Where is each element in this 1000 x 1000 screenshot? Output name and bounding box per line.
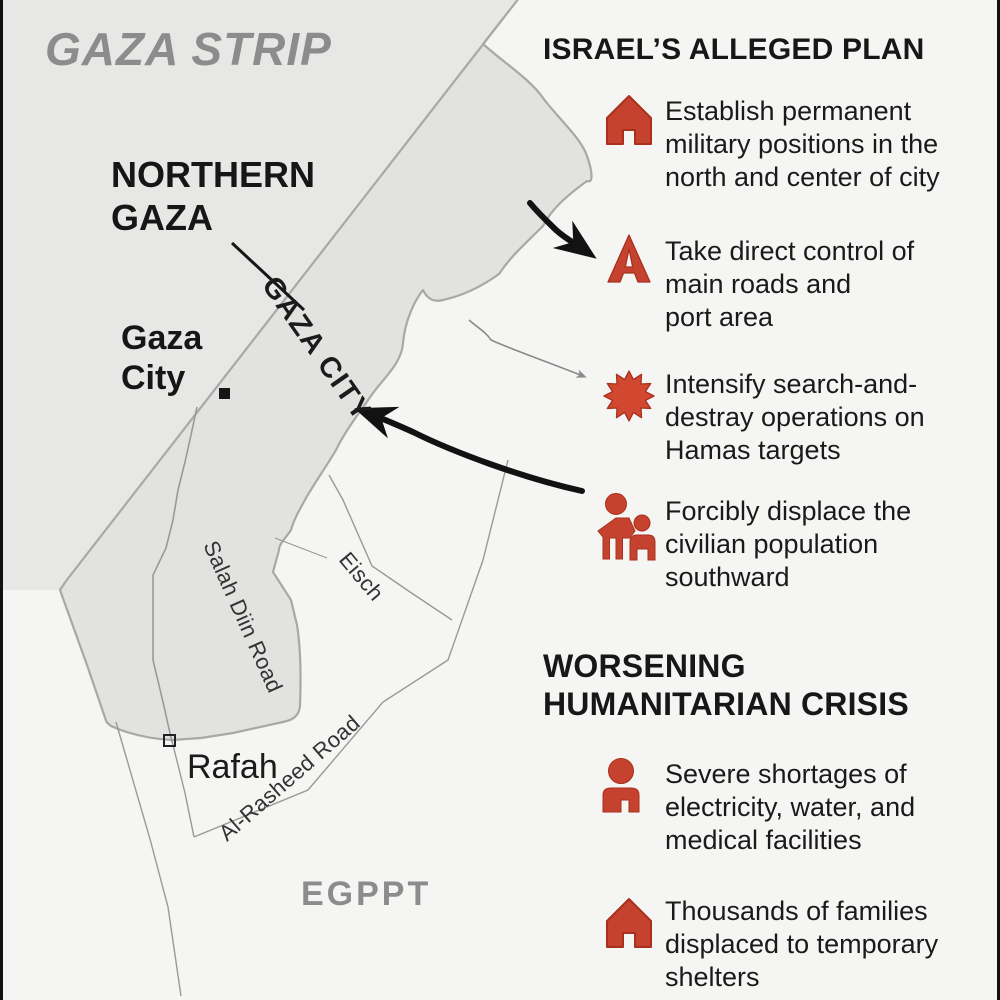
- svg-text:GAZA CITY: GAZA CITY: [255, 271, 378, 428]
- svg-text:Salah Diin Road: Salah Diin Road: [198, 537, 287, 697]
- svg-text:Al-Rasheed Road: Al-Rasheed Road: [214, 710, 365, 846]
- svg-text:Eisch: Eisch: [334, 547, 389, 605]
